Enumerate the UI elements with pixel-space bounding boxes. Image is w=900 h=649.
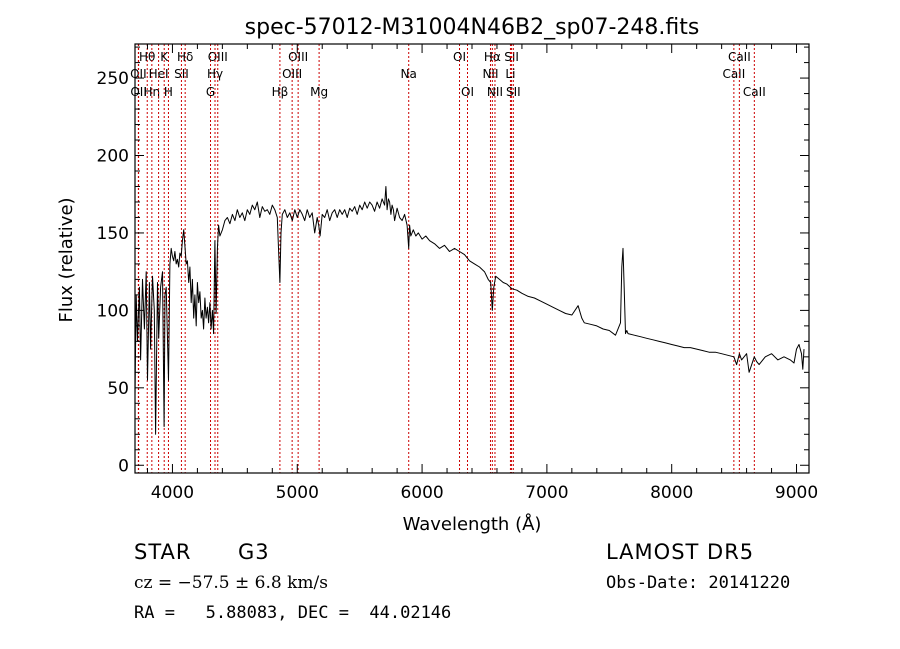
line-marker-label: Hη <box>144 85 161 99</box>
y-tick-label: 50 <box>107 379 129 399</box>
line-marker-label: OI <box>453 50 466 64</box>
line-marker-label: OI <box>461 85 474 99</box>
line-marker-label: CaII <box>743 85 766 99</box>
line-marker-label: Hβ <box>272 85 289 99</box>
y-axis-ticks: 0 50 100 150 200 250 <box>97 46 809 476</box>
line-marker-label: NII <box>487 85 503 99</box>
line-marker-label: HeI <box>149 67 169 81</box>
x-tick-label: 4000 <box>151 483 194 503</box>
x-tick-label: 7000 <box>525 483 568 503</box>
line-marker-label: K <box>160 50 169 64</box>
coordinates: RA = 5.88083, DEC = 44.02146 <box>134 603 452 623</box>
line-marker-label: CaII <box>728 50 751 64</box>
spectrum-line <box>134 186 805 435</box>
line-marker-label: SII <box>504 50 519 64</box>
y-tick-label: 200 <box>97 147 129 167</box>
object-class: STAR <box>134 540 192 564</box>
x-axis-ticks: 4000 5000 6000 7000 8000 9000 <box>146 44 818 503</box>
line-marker-label: SII <box>174 67 189 81</box>
plot-frame <box>134 43 810 474</box>
line-marker-label: SII <box>506 85 521 99</box>
line-marker-label: NII <box>482 67 498 81</box>
line-marker-label: Mg <box>310 85 328 99</box>
line-marker-label: OIII <box>288 50 308 64</box>
x-tick-label: 8000 <box>650 483 693 503</box>
line-marker-label: Hθ <box>139 50 155 64</box>
x-tick-label: 6000 <box>400 483 443 503</box>
y-tick-label: 0 <box>118 456 129 476</box>
line-marker-label: Hδ <box>177 50 193 64</box>
x-tick-label: 9000 <box>775 483 818 503</box>
radial-velocity: cz = −57.5 ± 6.8 km/s <box>134 573 328 593</box>
line-marker-label: CaII <box>722 67 745 81</box>
spectral-line-markers: HθOIIOIIHηHeIKHSIIHδGOIIIHγHβOIIIOIIIMgN… <box>130 44 766 473</box>
y-axis-label: Flux (relative) <box>56 197 77 322</box>
x-tick-label: 5000 <box>276 483 319 503</box>
line-marker-label: OIII <box>282 67 302 81</box>
line-marker-label: OIII <box>208 50 228 64</box>
y-tick-label: 250 <box>97 69 129 89</box>
line-marker-label: Hα <box>484 50 501 64</box>
x-axis-label: Wavelength (Å) <box>403 513 542 535</box>
line-marker-label: Li <box>505 67 515 81</box>
line-marker-label: H <box>164 85 173 99</box>
line-marker-label: G <box>206 85 215 99</box>
y-tick-label: 100 <box>97 301 129 321</box>
object-subclass: G3 <box>238 540 270 564</box>
observation-date: Obs-Date: 20141220 <box>606 573 791 593</box>
line-marker-label: Na <box>401 67 417 81</box>
y-tick-label: 150 <box>97 224 129 244</box>
survey-name: LAMOST DR5 <box>606 540 755 564</box>
chart-title: spec-57012-M31004N46B2_sp07-248.fits <box>245 15 700 40</box>
spectrum-chart: spec-57012-M31004N46B2_sp07-248.fits Hθ O… <box>56 15 818 535</box>
line-marker-label: Hγ <box>207 67 223 81</box>
